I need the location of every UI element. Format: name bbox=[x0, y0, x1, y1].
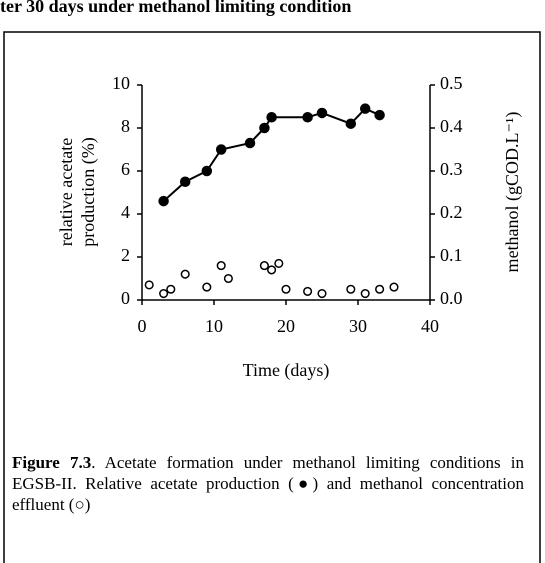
filled-marker bbox=[302, 112, 313, 123]
filled-marker bbox=[345, 118, 357, 129]
y2-tick-label: 0.0 bbox=[440, 288, 463, 308]
x-tick-label: 10 bbox=[205, 316, 223, 336]
open-marker bbox=[274, 258, 284, 269]
open-marker bbox=[159, 289, 169, 299]
open-marker bbox=[281, 284, 291, 294]
open-marker bbox=[144, 280, 154, 290]
x-tick-label: 20 bbox=[277, 316, 295, 336]
y-axis-label: relative acetate bbox=[56, 138, 76, 246]
open-marker bbox=[216, 261, 226, 271]
caption-label: Figure 7.3 bbox=[12, 453, 92, 472]
open-marker bbox=[389, 282, 399, 292]
y2-tick-label: 0.1 bbox=[440, 245, 463, 265]
frame bbox=[3, 31, 541, 563]
y-tick-label: 10 bbox=[112, 73, 130, 93]
caption-text: . Acetate formation under methanol limit… bbox=[12, 453, 524, 514]
filled-marker bbox=[201, 165, 213, 177]
filled-marker bbox=[244, 137, 256, 149]
y2-tick-label: 0.5 bbox=[440, 73, 463, 93]
y-tick-label: 6 bbox=[121, 159, 130, 179]
filled-marker bbox=[259, 122, 270, 134]
x-axis-label: Time (days) bbox=[243, 360, 330, 381]
header-text: ter 30 days under methanol limiting cond… bbox=[0, 0, 351, 16]
open-marker bbox=[259, 261, 269, 271]
open-marker bbox=[360, 289, 370, 299]
y-tick-label: 8 bbox=[121, 116, 130, 136]
filled-marker bbox=[316, 107, 328, 119]
filled-marker bbox=[179, 176, 191, 187]
filled-marker bbox=[158, 195, 169, 207]
open-marker bbox=[202, 282, 212, 292]
filled-marker bbox=[359, 103, 371, 114]
y-tick-label: 4 bbox=[121, 202, 130, 222]
open-marker bbox=[166, 284, 176, 294]
x-tick-label: 0 bbox=[138, 316, 147, 336]
y2-tick-label: 0.2 bbox=[440, 202, 463, 222]
caption: Figure 7.3. Acetate formation under meth… bbox=[12, 452, 524, 515]
filled-marker bbox=[374, 109, 385, 121]
y-axis-label: production (%) bbox=[78, 137, 99, 246]
open-marker bbox=[267, 265, 277, 275]
y-tick-label: 2 bbox=[121, 245, 130, 265]
y2-tick-label: 0.4 bbox=[440, 116, 463, 136]
open-marker bbox=[317, 289, 327, 299]
y2-tick-label: 0.3 bbox=[440, 159, 463, 179]
x-tick-label: 40 bbox=[421, 316, 439, 336]
y-tick-label: 0 bbox=[121, 288, 130, 308]
y2-axis-label: methanol (gCOD.L⁻¹) bbox=[502, 112, 523, 273]
open-marker bbox=[223, 273, 233, 284]
open-marker bbox=[303, 286, 313, 296]
open-marker bbox=[375, 284, 385, 294]
open-marker bbox=[180, 269, 190, 279]
x-tick-label: 30 bbox=[349, 316, 367, 336]
filled-marker bbox=[266, 112, 277, 123]
open-marker bbox=[346, 284, 356, 294]
filled-marker bbox=[215, 144, 227, 155]
